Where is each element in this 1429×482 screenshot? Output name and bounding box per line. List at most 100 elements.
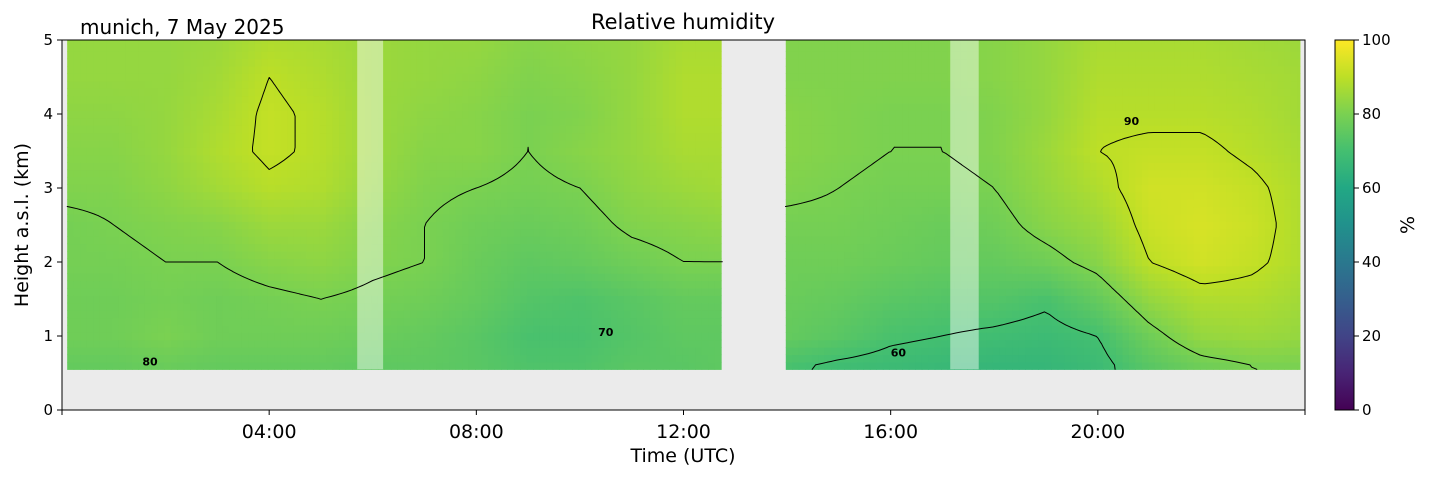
rh-cell [566, 81, 573, 89]
rh-cell [294, 199, 301, 207]
rh-cell [482, 88, 489, 96]
rh-cell [177, 199, 184, 207]
rh-cell [203, 273, 210, 281]
rh-cell [113, 340, 120, 348]
rh-cell [313, 288, 320, 296]
rh-cell [313, 340, 320, 348]
rh-cell [404, 288, 411, 296]
rh-cell [236, 184, 243, 192]
rh-cell [300, 325, 307, 333]
rh-cell [592, 162, 599, 170]
rh-cell [100, 110, 107, 118]
rh-cell [572, 81, 579, 89]
rh-cell [630, 221, 637, 229]
rh-cell [708, 155, 715, 163]
rh-cell [80, 244, 87, 252]
rh-cell [585, 59, 592, 67]
rh-cell [624, 207, 631, 215]
rh-cell [702, 214, 709, 222]
rh-cell [482, 318, 489, 326]
rh-cell [119, 295, 126, 303]
rh-cell [475, 88, 482, 96]
rh-cell [449, 362, 456, 370]
rh-cell [210, 59, 217, 67]
rh-cell [87, 288, 94, 296]
rh-cell [125, 40, 132, 44]
rh-cell [449, 110, 456, 118]
rh-cell [786, 88, 793, 96]
rh-cell [617, 96, 624, 104]
rh-cell [397, 347, 404, 355]
rh-cell [346, 81, 353, 89]
rh-cell [663, 81, 670, 89]
rh-cell [274, 347, 281, 355]
rh-cell [274, 199, 281, 207]
rh-cell [197, 214, 204, 222]
rh-cell [527, 184, 534, 192]
rh-cell [294, 303, 301, 311]
rh-cell [637, 88, 644, 96]
rh-cell [540, 110, 547, 118]
rh-cell [702, 147, 709, 155]
rh-cell [611, 96, 618, 104]
rh-cell [87, 184, 94, 192]
rh-cell [113, 140, 120, 148]
rh-cell [566, 214, 573, 222]
rh-cell [145, 147, 152, 155]
rh-cell [190, 192, 197, 200]
rh-cell [682, 59, 689, 67]
rh-cell [158, 125, 165, 133]
rh-cell [307, 155, 314, 163]
rh-cell [177, 273, 184, 281]
rh-cell [223, 133, 230, 141]
rh-cell [462, 96, 469, 104]
rh-cell [436, 295, 443, 303]
rh-cell [93, 133, 100, 141]
rh-cell [592, 170, 599, 178]
rh-cell [261, 318, 268, 326]
rh-cell [708, 295, 715, 303]
rh-cell [307, 244, 314, 252]
rh-cell [333, 273, 340, 281]
rh-cell [423, 88, 430, 96]
rh-cell [197, 51, 204, 59]
rh-cell [307, 44, 314, 52]
rh-cell [294, 251, 301, 259]
rh-cell [637, 110, 644, 118]
rh-cell [579, 214, 586, 222]
rh-cell [494, 236, 501, 244]
rh-cell [799, 44, 806, 52]
rh-cell [656, 221, 663, 229]
rh-cell [456, 288, 463, 296]
rh-cell [611, 340, 618, 348]
rh-cell [799, 221, 806, 229]
rh-cell [844, 88, 851, 96]
rh-cell [248, 51, 255, 59]
rh-cell [346, 258, 353, 266]
rh-cell [294, 170, 301, 178]
rh-cell [715, 177, 722, 185]
rh-cell [812, 251, 819, 259]
rh-cell [566, 162, 573, 170]
rh-cell [702, 288, 709, 296]
rh-cell [436, 177, 443, 185]
rh-cell [546, 355, 553, 363]
rh-cell [553, 221, 560, 229]
rh-cell [605, 140, 612, 148]
rh-cell [346, 251, 353, 259]
rh-cell [223, 332, 230, 340]
rh-cell [171, 332, 178, 340]
rh-cell [812, 140, 819, 148]
rh-cell [93, 340, 100, 348]
rh-cell [624, 125, 631, 133]
rh-cell [559, 103, 566, 111]
rh-cell [113, 59, 120, 67]
rh-cell [592, 40, 599, 44]
rh-cell [501, 362, 508, 370]
rh-field [67, 40, 1300, 370]
rh-cell [553, 199, 560, 207]
rh-cell [482, 125, 489, 133]
rh-cell [320, 273, 327, 281]
rh-cell [80, 184, 87, 192]
rh-cell [132, 162, 139, 170]
